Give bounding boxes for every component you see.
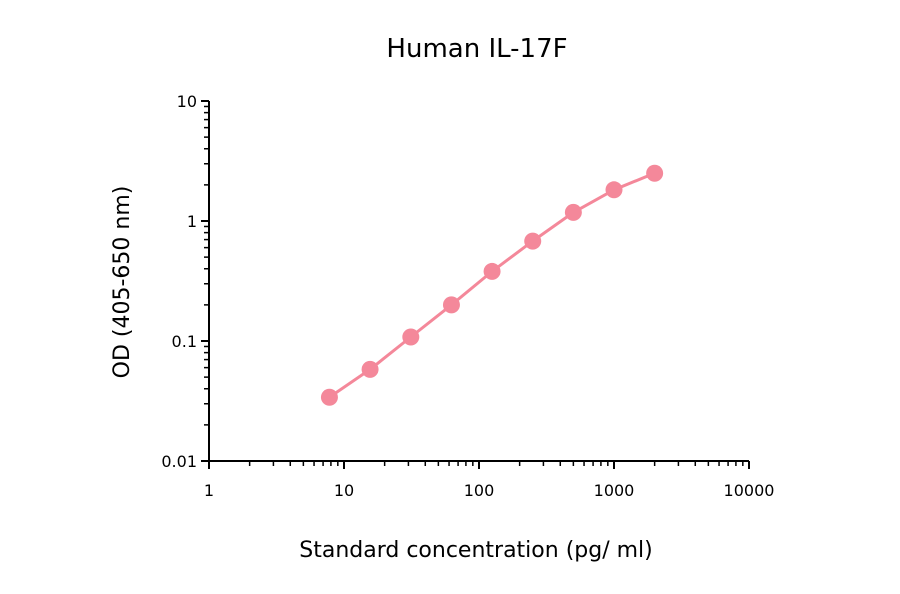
data-point bbox=[361, 360, 379, 378]
series-line bbox=[328, 171, 656, 399]
y-axis-label: OD (405-650 nm) bbox=[110, 186, 135, 379]
data-point bbox=[564, 203, 582, 221]
data-point bbox=[402, 328, 420, 346]
data-point bbox=[320, 388, 338, 406]
x-tick-label: 1 bbox=[204, 481, 214, 500]
data-point bbox=[524, 232, 542, 250]
y-tick-label: 1 bbox=[187, 212, 197, 231]
y-tick-label: 0.01 bbox=[161, 452, 197, 471]
x-tick-label: 100 bbox=[464, 481, 495, 500]
series-layer bbox=[320, 164, 664, 406]
data-point bbox=[646, 164, 664, 182]
y-tick-label: 0.1 bbox=[172, 332, 197, 351]
data-point bbox=[605, 181, 623, 199]
axes: 1 10 100 1000 10000 0.01 0.1 1 10 bbox=[161, 92, 774, 500]
data-point bbox=[442, 296, 460, 314]
x-axis-label: Standard concentration (pg/ ml) bbox=[299, 538, 652, 563]
x-tick-label: 10000 bbox=[724, 481, 775, 500]
x-tick-label: 10 bbox=[334, 481, 354, 500]
chart-title: Human IL-17F bbox=[386, 34, 567, 64]
y-tick-label: 10 bbox=[177, 92, 197, 111]
x-tick-label: 1000 bbox=[594, 481, 635, 500]
data-point bbox=[483, 262, 501, 280]
